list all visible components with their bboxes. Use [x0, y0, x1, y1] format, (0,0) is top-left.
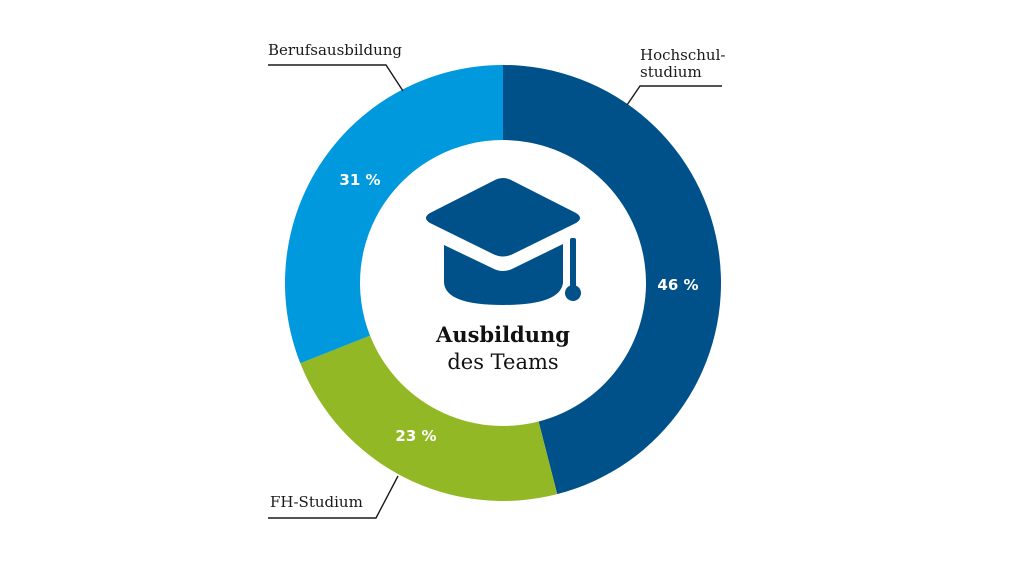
graduation-cap-icon: [426, 178, 581, 305]
leader-line-hochschulstudium: [626, 85, 722, 106]
legend-label-hochschul-line1: Hochschul-: [640, 46, 726, 64]
center-title-bold: Ausbildung: [436, 322, 570, 347]
donut-slices: [284, 65, 721, 501]
slice-hochschulstudium: [503, 65, 721, 495]
legend-label-berufsausbildung: Berufsausbildung: [268, 41, 403, 59]
slice-berufsausbildung: [284, 65, 503, 364]
legend-label-fh-studium: FH-Studium: [270, 493, 363, 511]
value-label-berufsausbildung: 31 %: [339, 171, 380, 189]
legend-label-hochschul-line2: studium: [640, 63, 702, 81]
leader-line-berufsausbildung: [268, 64, 404, 92]
slice-fh-studium: [300, 335, 558, 501]
legend-label-hochschulstudium: Hochschul- studium: [640, 47, 725, 81]
leader-line-fh-studium: [268, 475, 399, 519]
value-label-hochschulstudium: 46 %: [657, 276, 698, 294]
value-label-fh-studium: 23 %: [395, 427, 436, 445]
center-title-regular: des Teams: [447, 350, 559, 374]
